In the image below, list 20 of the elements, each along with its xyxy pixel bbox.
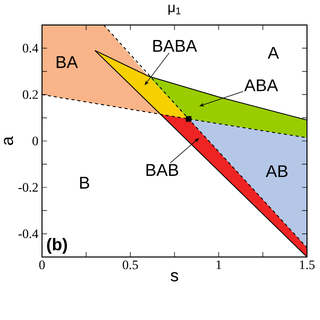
y-tick-label: 0 — [32, 136, 38, 146]
annotation: BAB — [146, 164, 178, 176]
x-axis-title: s — [170, 272, 178, 282]
y-axis-title: a — [4, 136, 14, 145]
x-tick-label: 1 — [216, 260, 222, 270]
annotation: ABA — [244, 79, 278, 92]
annotation: A — [268, 47, 279, 59]
y-tick-label: 0.2 — [22, 90, 38, 99]
annotation: AB — [266, 165, 288, 177]
y-tick-label: -0.2 — [18, 182, 38, 192]
y-tick-label: -0.4 — [18, 229, 38, 238]
y-tick-label: 0.4 — [22, 44, 38, 53]
text: μ$_{1}$ — [168, 4, 181, 15]
annotation: B — [80, 176, 90, 189]
annotation: (b) — [47, 238, 67, 254]
x-tick-label: 0.5 — [122, 260, 138, 270]
x-tick-label: 1.5 — [300, 260, 315, 270]
annotation: BABA — [153, 40, 198, 52]
x-tick-label: 0 — [39, 260, 45, 270]
annotation: BA — [56, 56, 78, 68]
